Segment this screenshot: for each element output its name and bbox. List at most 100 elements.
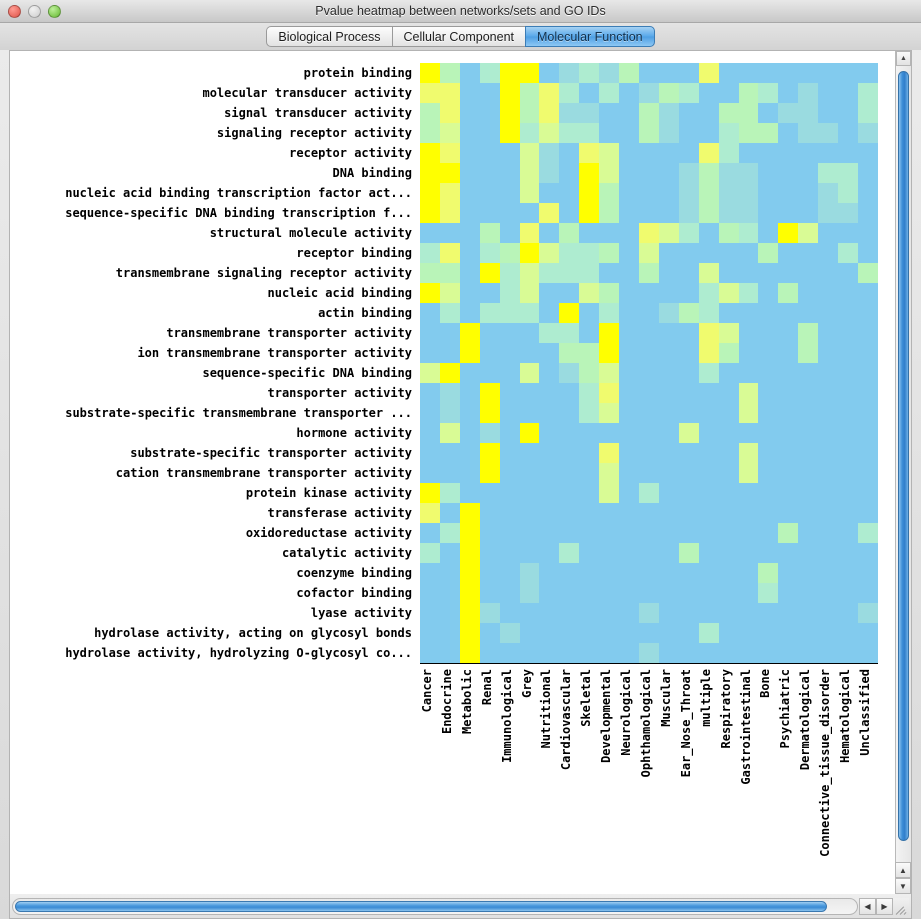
heatmap-cell[interactable] xyxy=(857,283,878,303)
heatmap-cell[interactable] xyxy=(818,463,839,483)
heatmap-cell[interactable] xyxy=(658,103,679,123)
heatmap-cell[interactable] xyxy=(857,383,878,403)
heatmap-cell[interactable] xyxy=(758,503,779,523)
heatmap-cell[interactable] xyxy=(439,583,460,603)
heatmap-cell[interactable] xyxy=(559,323,580,343)
heatmap-cell[interactable] xyxy=(718,63,739,83)
heatmap-cell[interactable] xyxy=(698,303,719,323)
heatmap-cell[interactable] xyxy=(619,623,639,643)
heatmap-cell[interactable] xyxy=(798,323,819,343)
heatmap-cell[interactable] xyxy=(658,603,679,623)
heatmap-cell[interactable] xyxy=(838,83,858,103)
heatmap-cell[interactable] xyxy=(678,643,699,663)
heatmap-cell[interactable] xyxy=(459,523,480,543)
heatmap-cell[interactable] xyxy=(439,503,460,523)
heatmap-cell[interactable] xyxy=(758,623,779,643)
heatmap-cell[interactable] xyxy=(678,483,699,503)
heatmap-cell[interactable] xyxy=(638,363,659,383)
heatmap-cell[interactable] xyxy=(698,363,719,383)
heatmap-cell[interactable] xyxy=(638,63,659,83)
heatmap-cell[interactable] xyxy=(658,243,679,263)
heatmap-cell[interactable] xyxy=(519,483,540,503)
heatmap-cell[interactable] xyxy=(778,403,799,423)
heatmap-cell[interactable] xyxy=(778,183,799,203)
heatmap-cell[interactable] xyxy=(420,123,440,143)
heatmap-cell[interactable] xyxy=(420,103,440,123)
heatmap-cell[interactable] xyxy=(698,223,719,243)
heatmap-cell[interactable] xyxy=(738,503,759,523)
heatmap-cell[interactable] xyxy=(619,123,639,143)
heatmap-cell[interactable] xyxy=(519,543,540,563)
heatmap-cell[interactable] xyxy=(778,363,799,383)
heatmap-cell[interactable] xyxy=(658,303,679,323)
resize-grip[interactable] xyxy=(893,897,909,915)
heatmap-cell[interactable] xyxy=(459,283,480,303)
heatmap-cell[interactable] xyxy=(718,583,739,603)
heatmap-cell[interactable] xyxy=(539,183,560,203)
heatmap-cell[interactable] xyxy=(698,403,719,423)
heatmap-cell[interactable] xyxy=(838,103,858,123)
heatmap-cell[interactable] xyxy=(818,83,839,103)
heatmap-cell[interactable] xyxy=(439,143,460,163)
heatmap-cell[interactable] xyxy=(539,203,560,223)
heatmap-cell[interactable] xyxy=(658,363,679,383)
heatmap-cell[interactable] xyxy=(499,443,520,463)
heatmap-cell[interactable] xyxy=(599,223,620,243)
heatmap-cell[interactable] xyxy=(638,323,659,343)
vertical-scroll-thumb[interactable] xyxy=(898,71,909,841)
heatmap-cell[interactable] xyxy=(778,223,799,243)
heatmap-cell[interactable] xyxy=(818,263,839,283)
heatmap-cell[interactable] xyxy=(479,323,500,343)
heatmap-cell[interactable] xyxy=(758,323,779,343)
heatmap-cell[interactable] xyxy=(579,263,600,283)
heatmap-cell[interactable] xyxy=(599,163,620,183)
heatmap-cell[interactable] xyxy=(619,503,639,523)
heatmap-cell[interactable] xyxy=(459,543,480,563)
heatmap-cell[interactable] xyxy=(758,303,779,323)
heatmap-cell[interactable] xyxy=(758,223,779,243)
heatmap-cell[interactable] xyxy=(638,523,659,543)
heatmap-cell[interactable] xyxy=(778,203,799,223)
heatmap-cell[interactable] xyxy=(579,543,600,563)
heatmap-cell[interactable] xyxy=(718,383,739,403)
heatmap-cell[interactable] xyxy=(838,303,858,323)
heatmap-cell[interactable] xyxy=(758,483,779,503)
heatmap-cell[interactable] xyxy=(599,63,620,83)
heatmap-cell[interactable] xyxy=(678,583,699,603)
heatmap-cell[interactable] xyxy=(599,443,620,463)
heatmap-cell[interactable] xyxy=(857,523,878,543)
heatmap-cell[interactable] xyxy=(798,563,819,583)
heatmap-cell[interactable] xyxy=(499,643,520,663)
heatmap-cell[interactable] xyxy=(439,423,460,443)
heatmap-cell[interactable] xyxy=(798,303,819,323)
heatmap-cell[interactable] xyxy=(678,543,699,563)
heatmap-cell[interactable] xyxy=(439,223,460,243)
heatmap-cell[interactable] xyxy=(798,343,819,363)
heatmap-cell[interactable] xyxy=(619,243,639,263)
heatmap-cell[interactable] xyxy=(758,103,779,123)
heatmap-cell[interactable] xyxy=(459,643,480,663)
heatmap-cell[interactable] xyxy=(519,523,540,543)
heatmap-cell[interactable] xyxy=(420,83,440,103)
heatmap-cell[interactable] xyxy=(798,463,819,483)
heatmap-cell[interactable] xyxy=(599,483,620,503)
heatmap-cell[interactable] xyxy=(658,403,679,423)
heatmap-cell[interactable] xyxy=(439,303,460,323)
heatmap-cell[interactable] xyxy=(758,343,779,363)
heatmap-cell[interactable] xyxy=(519,123,540,143)
heatmap-cell[interactable] xyxy=(420,183,440,203)
heatmap-cell[interactable] xyxy=(579,183,600,203)
heatmap-cell[interactable] xyxy=(778,623,799,643)
heatmap-cell[interactable] xyxy=(439,523,460,543)
heatmap-cell[interactable] xyxy=(579,283,600,303)
heatmap-cell[interactable] xyxy=(738,83,759,103)
heatmap-cell[interactable] xyxy=(778,563,799,583)
heatmap-cell[interactable] xyxy=(579,343,600,363)
heatmap-cell[interactable] xyxy=(738,483,759,503)
heatmap-cell[interactable] xyxy=(718,303,739,323)
heatmap-cell[interactable] xyxy=(758,563,779,583)
heatmap-cell[interactable] xyxy=(420,543,440,563)
heatmap-cell[interactable] xyxy=(838,583,858,603)
heatmap-cell[interactable] xyxy=(619,223,639,243)
heatmap-cell[interactable] xyxy=(599,323,620,343)
